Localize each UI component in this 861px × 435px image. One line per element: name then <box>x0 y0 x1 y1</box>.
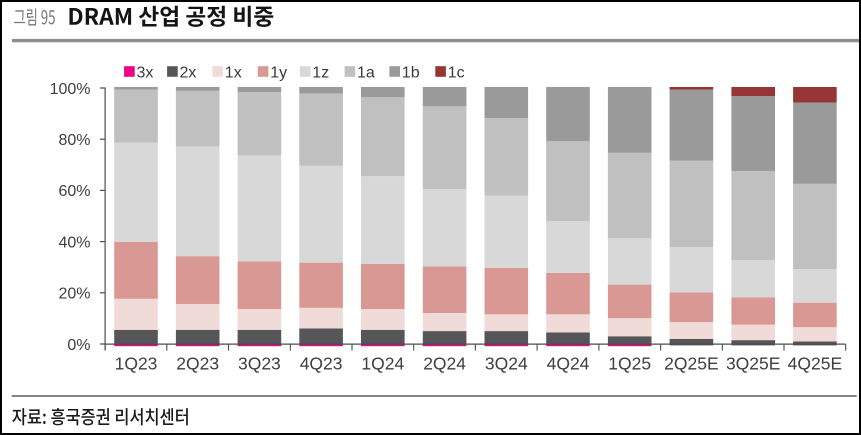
svg-text:4Q24: 4Q24 <box>547 353 590 373</box>
svg-text:2x: 2x <box>180 64 197 81</box>
svg-text:60%: 60% <box>58 183 90 200</box>
svg-text:1Q24: 1Q24 <box>361 353 404 373</box>
svg-text:1a: 1a <box>357 64 375 81</box>
svg-text:100%: 100% <box>50 81 91 98</box>
svg-text:1Q23: 1Q23 <box>115 353 158 373</box>
svg-text:1y: 1y <box>270 64 287 81</box>
svg-text:4Q25E: 4Q25E <box>788 353 842 373</box>
svg-text:1z: 1z <box>312 64 329 81</box>
svg-text:20%: 20% <box>58 286 90 303</box>
svg-text:1c: 1c <box>448 64 465 81</box>
svg-text:3x: 3x <box>137 64 154 81</box>
svg-text:0%: 0% <box>67 337 90 354</box>
svg-text:3Q23: 3Q23 <box>238 353 281 373</box>
svg-text:2Q24: 2Q24 <box>423 353 466 373</box>
svg-text:2Q25E: 2Q25E <box>664 353 718 373</box>
svg-text:1x: 1x <box>225 64 242 81</box>
svg-text:80%: 80% <box>58 132 90 149</box>
svg-text:3Q25E: 3Q25E <box>726 353 780 373</box>
svg-text:1b: 1b <box>402 64 420 81</box>
svg-text:3Q24: 3Q24 <box>485 353 528 373</box>
svg-text:40%: 40% <box>58 234 90 251</box>
svg-text:1Q25: 1Q25 <box>608 353 651 373</box>
svg-text:4Q23: 4Q23 <box>300 353 343 373</box>
svg-text:2Q23: 2Q23 <box>176 353 219 373</box>
